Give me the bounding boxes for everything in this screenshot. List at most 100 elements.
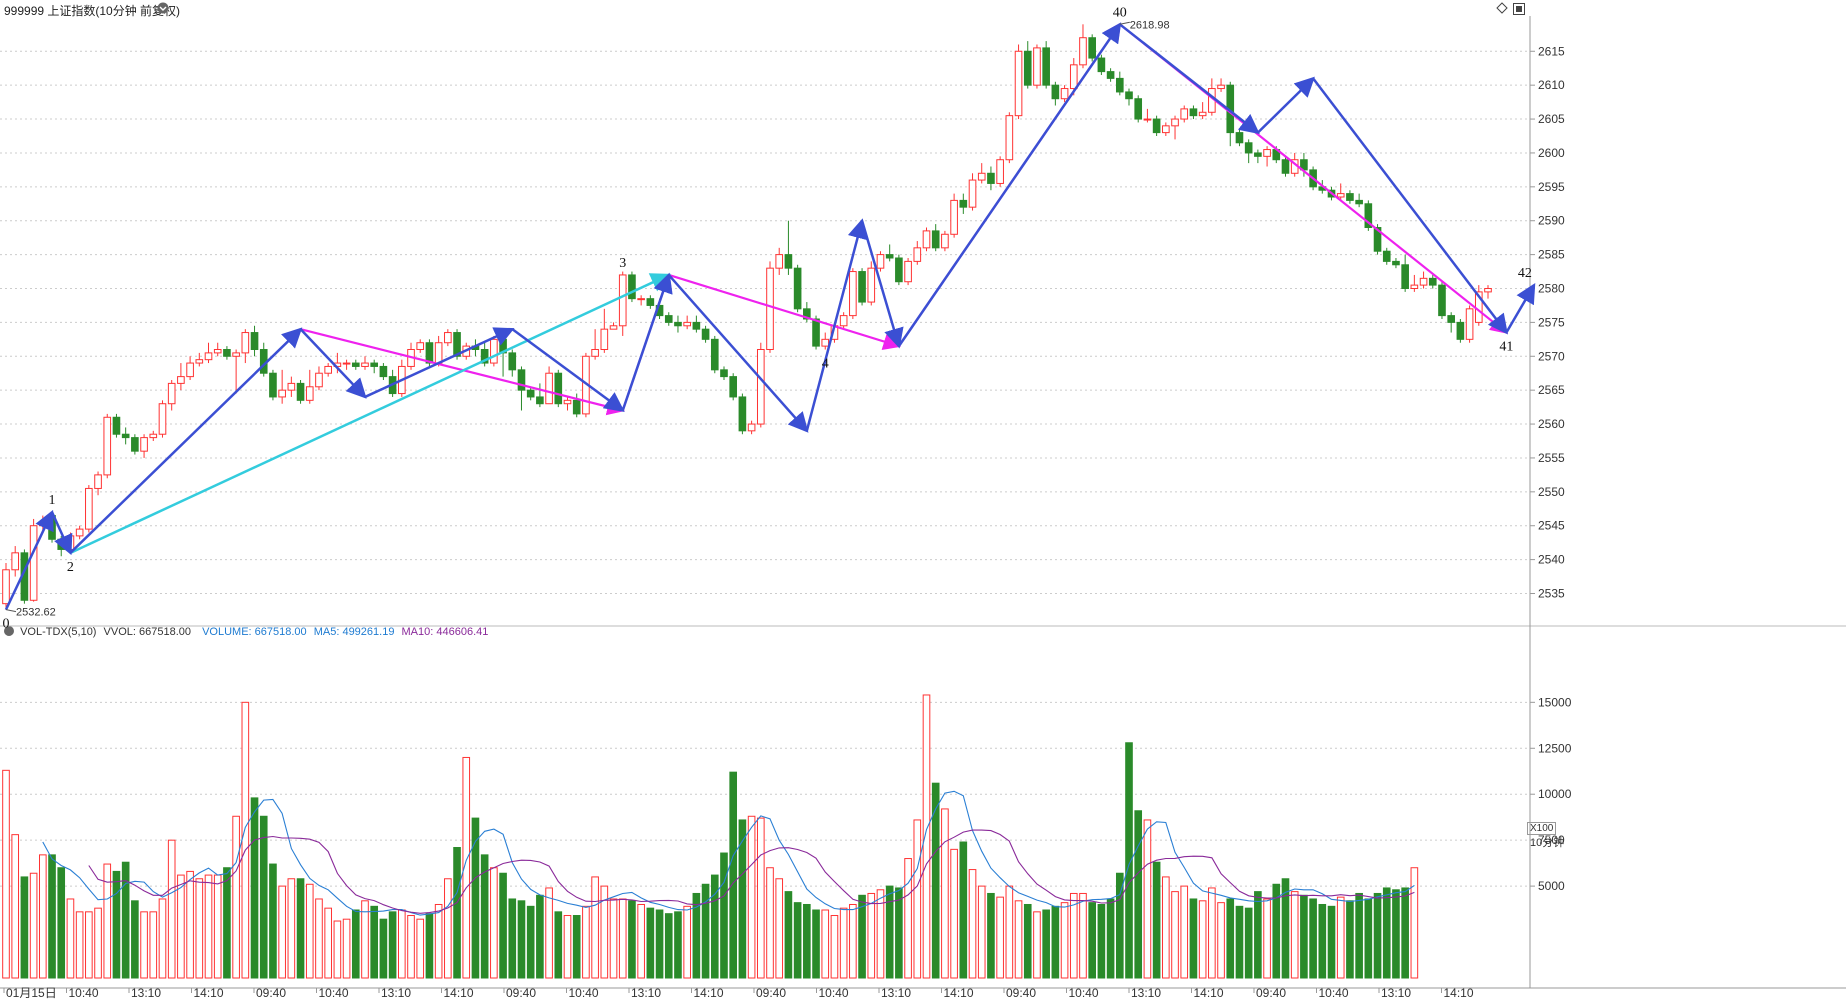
volume-bar-down	[692, 892, 701, 979]
candle-up	[1465, 305, 1474, 343]
wave-blue-line	[299, 328, 367, 399]
candle-down	[1244, 139, 1253, 164]
candle-up	[775, 247, 784, 275]
candle-body	[324, 365, 332, 374]
time-tick-label: 13:10	[131, 986, 161, 1000]
volume-bar-up	[204, 874, 213, 979]
volume-tick-label: 10000	[1538, 787, 1572, 801]
candle-body	[112, 416, 121, 435]
price-tick-label: 2570	[1538, 349, 1565, 363]
volume-bar-down	[1364, 898, 1373, 979]
volume-bar-up	[821, 909, 830, 979]
volume-bar-down	[628, 900, 636, 979]
candle-body	[1143, 118, 1152, 121]
candle-body	[287, 382, 296, 391]
candle-down	[1152, 115, 1161, 136]
candle-down	[351, 359, 360, 370]
time-tick-label: 14:10	[194, 986, 224, 1000]
volume-bar-up	[1263, 898, 1271, 979]
candle-down	[121, 427, 130, 445]
candle-body	[867, 267, 876, 303]
volume-bar-down	[1042, 909, 1050, 979]
candle-down	[1042, 41, 1050, 89]
candle-up	[1143, 108, 1152, 123]
volume-bar-down	[1051, 905, 1060, 979]
candle-body	[1097, 57, 1106, 73]
candle-body	[1254, 152, 1262, 157]
candle-down	[250, 325, 259, 357]
volume-bar-up	[1410, 867, 1419, 979]
volume-bar-up	[287, 878, 296, 979]
candle-body	[75, 528, 84, 537]
volume-bar-down	[453, 847, 461, 979]
candle-body	[94, 474, 102, 489]
candle-body	[121, 433, 130, 439]
candle-down	[536, 383, 544, 408]
candle-body	[416, 342, 425, 351]
volume-bar-up	[29, 872, 38, 979]
candle-up	[618, 271, 627, 336]
candle-up	[747, 420, 756, 435]
volume-bar-up	[434, 903, 443, 979]
candle-up	[2, 563, 10, 610]
volume-tick-label: 15000	[1538, 695, 1572, 709]
volume-bar-up	[2, 769, 10, 979]
candle-up	[1079, 24, 1087, 69]
volume-bar-down	[885, 885, 894, 979]
candle-down	[720, 366, 728, 380]
candle-body	[664, 315, 673, 323]
price-tick-label: 2545	[1538, 519, 1565, 533]
candle-down	[1456, 319, 1465, 343]
candle-body	[305, 386, 314, 401]
high-annotation-leader	[1119, 21, 1130, 25]
volume-bar-up	[232, 815, 240, 979]
candle-body	[950, 199, 958, 235]
wave-point-label: 42	[1518, 266, 1532, 281]
candle-body	[1217, 84, 1225, 90]
candle-body	[508, 352, 517, 371]
candle-up	[149, 430, 158, 441]
chevron-down-icon[interactable]	[157, 2, 169, 17]
volume-bar-up	[1069, 892, 1078, 979]
price-tick-label: 2600	[1538, 146, 1565, 160]
volume-bar-down	[526, 905, 535, 979]
candle-up	[342, 359, 351, 370]
price-tick-label: 2565	[1538, 383, 1565, 397]
candle-body	[269, 372, 277, 398]
time-tick-label: 13:10	[631, 986, 661, 1000]
time-tick-label: 13:10	[1381, 986, 1411, 1000]
volume-bar-up	[766, 867, 774, 979]
volume-bar-up	[1217, 902, 1225, 979]
candle-down	[554, 369, 563, 408]
time-tick-label: 14:10	[1444, 986, 1474, 1000]
diamond-icon[interactable]	[1496, 2, 1508, 17]
volume-bar-up	[977, 885, 986, 979]
candle-body	[1115, 77, 1124, 93]
volume-bar-up	[756, 817, 765, 979]
price-tick-label: 2605	[1538, 112, 1565, 126]
volume-bar-down	[370, 905, 379, 979]
volume-bar-down	[508, 898, 517, 979]
time-tick-label: 10:40	[819, 986, 849, 1000]
wave-point-label: 3	[619, 256, 626, 271]
volume-bar-down	[664, 913, 673, 979]
volume-bar-up	[591, 876, 599, 979]
price-tick-label: 2550	[1538, 485, 1565, 499]
candle-body	[1051, 84, 1060, 100]
candle-down	[1115, 71, 1124, 96]
candle-body	[1152, 118, 1161, 134]
wave-blue-line	[50, 511, 73, 556]
candle-up	[821, 332, 830, 350]
volume-bar-down	[1106, 898, 1115, 979]
period-label[interactable]: 10分钟	[1530, 837, 1565, 849]
candle-body	[812, 318, 820, 347]
candle-body	[195, 359, 204, 364]
volume-bar-up	[278, 885, 286, 979]
candle-up	[950, 193, 958, 238]
volume-tick-label: 7500	[1538, 833, 1565, 847]
restore-window-icon[interactable]	[1512, 2, 1526, 19]
volume-toggle-icon[interactable]	[4, 626, 14, 636]
candle-body	[784, 254, 793, 269]
candle-body	[545, 372, 553, 405]
volume-bar-up	[397, 909, 406, 979]
